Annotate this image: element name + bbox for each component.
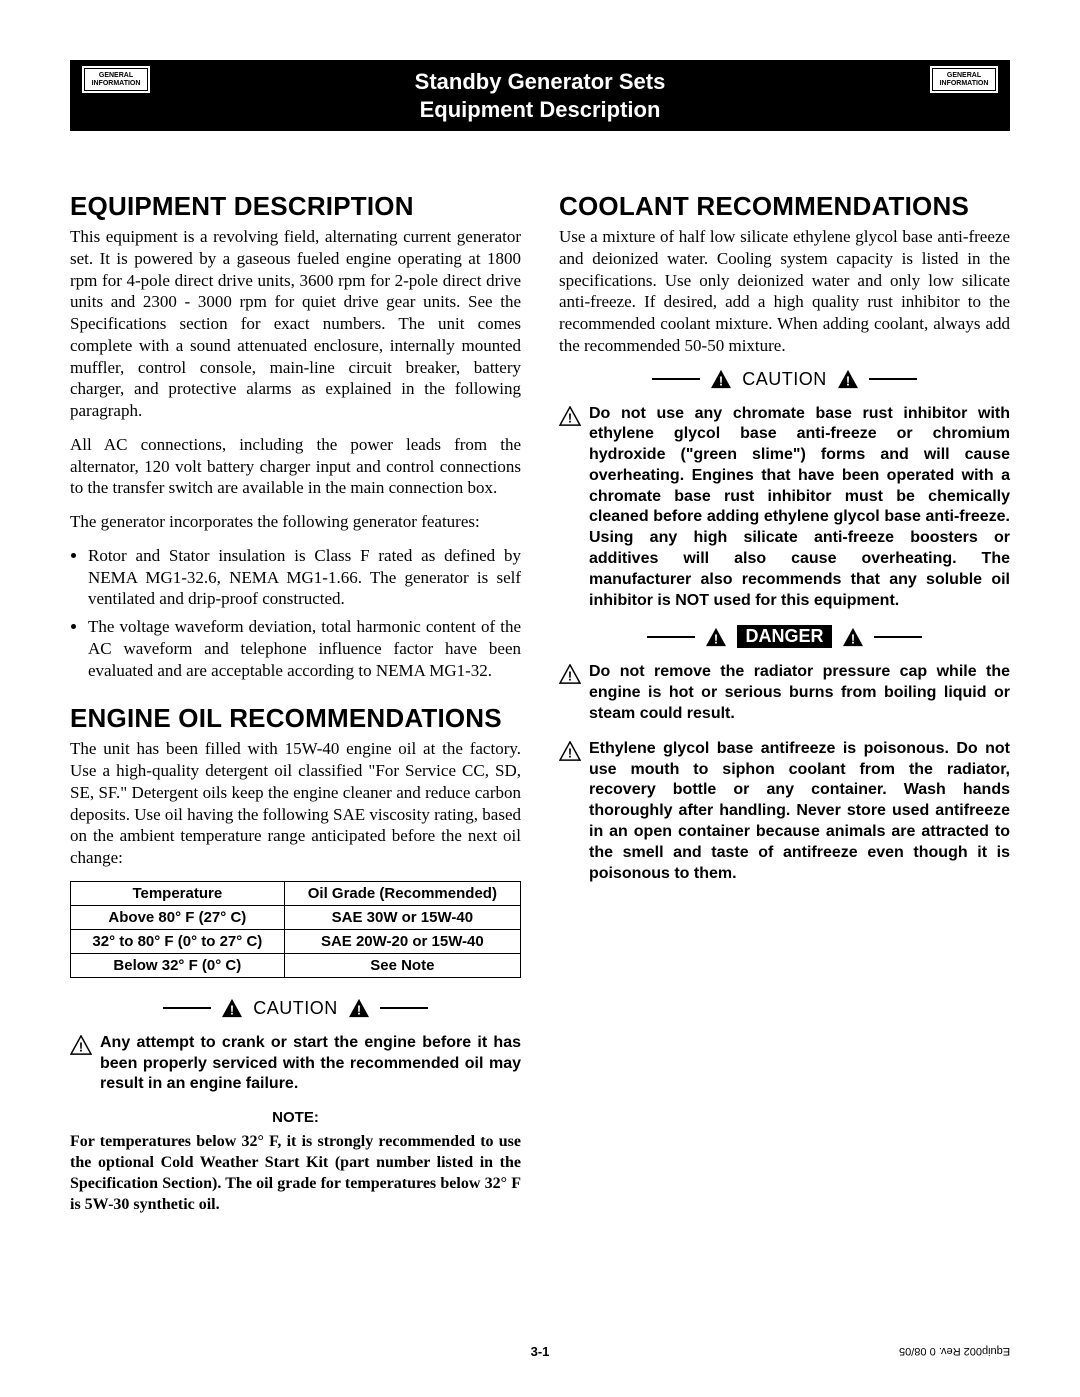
info-box-right: GENERAL INFORMATION — [928, 64, 1000, 95]
warning-triangle-icon — [710, 369, 732, 389]
oil-r2-c2: SAE 20W-20 or 15W-40 — [284, 929, 520, 953]
oil-th-grade: Oil Grade (Recommended) — [284, 881, 520, 905]
caution-banner-left: CAUTION — [70, 998, 521, 1019]
header-bar: GENERAL INFORMATION Standby Generator Se… — [70, 60, 1010, 131]
danger-block-2: Ethylene glycol base antifreeze is poiso… — [559, 739, 1010, 885]
info-box-line2: INFORMATION — [87, 80, 145, 88]
header-title-1: Standby Generator Sets — [415, 68, 666, 96]
equip-desc-p1: This equipment is a revolving field, alt… — [70, 226, 521, 422]
warning-triangle-outline-icon — [559, 741, 581, 761]
coolant-p1: Use a mixture of half low silicate ethyl… — [559, 226, 1010, 357]
oil-r3-c1: Below 32° F (0° C) — [71, 953, 285, 977]
page-number: 3-1 — [531, 1344, 550, 1359]
equip-desc-p2: All AC connections, including the power … — [70, 434, 521, 499]
info-box-line1: GENERAL — [935, 72, 993, 80]
oil-r1-c1: Above 80° F (27° C) — [71, 905, 285, 929]
caution-label: CAUTION — [742, 369, 827, 390]
oil-th-temp: Temperature — [71, 881, 285, 905]
footer: 3-1 Equip002 Rev. 0 08/05 — [70, 1345, 1010, 1357]
note-body: For temperatures below 32° F, it is stro… — [70, 1132, 521, 1215]
warning-triangle-icon — [837, 369, 859, 389]
info-box-left: GENERAL INFORMATION — [80, 64, 152, 95]
danger-text-2: Ethylene glycol base antifreeze is poiso… — [589, 739, 1010, 885]
banner-line — [380, 1007, 428, 1009]
banner-line — [163, 1007, 211, 1009]
banner-line — [652, 378, 700, 380]
equip-feature-list: Rotor and Stator insulation is Class F r… — [88, 545, 521, 682]
warning-triangle-icon — [842, 627, 864, 647]
caution-block-left: Any attempt to crank or start the engine… — [70, 1033, 521, 1095]
oil-table: Temperature Oil Grade (Recommended) Abov… — [70, 881, 521, 978]
warning-triangle-icon — [221, 998, 243, 1018]
note-heading: NOTE: — [70, 1109, 521, 1126]
danger-label: DANGER — [737, 625, 831, 648]
coolant-heading: COOLANT RECOMMENDATIONS — [559, 191, 1010, 222]
banner-line — [869, 378, 917, 380]
oil-r2-c1: 32° to 80° F (0° to 27° C) — [71, 929, 285, 953]
oil-r1-c2: SAE 30W or 15W-40 — [284, 905, 520, 929]
danger-banner: DANGER — [559, 625, 1010, 648]
header-titles: Standby Generator Sets Equipment Descrip… — [415, 68, 666, 123]
equip-desc-p3: The generator incorporates the following… — [70, 511, 521, 533]
revision-text: Equip002 Rev. 0 08/05 — [899, 1345, 1010, 1357]
banner-line — [874, 636, 922, 638]
engine-oil-heading: ENGINE OIL RECOMMENDATIONS — [70, 703, 521, 734]
warning-triangle-icon — [705, 627, 727, 647]
info-box-line1: GENERAL — [87, 72, 145, 80]
oil-r3-c2: See Note — [284, 953, 520, 977]
banner-line — [647, 636, 695, 638]
left-column: EQUIPMENT DESCRIPTION This equipment is … — [70, 191, 521, 1215]
info-box-line2: INFORMATION — [935, 80, 993, 88]
caution-label: CAUTION — [253, 998, 338, 1019]
caution-banner-right: CAUTION — [559, 369, 1010, 390]
caution-text-left: Any attempt to crank or start the engine… — [100, 1033, 521, 1095]
caution-text-right: Do not use any chromate base rust inhibi… — [589, 404, 1010, 612]
equip-feature-2: The voltage waveform deviation, total ha… — [88, 616, 521, 681]
equip-feature-1: Rotor and Stator insulation is Class F r… — [88, 545, 521, 610]
warning-triangle-outline-icon — [70, 1035, 92, 1055]
danger-text-1: Do not remove the radiator pressure cap … — [589, 662, 1010, 724]
warning-triangle-icon — [348, 998, 370, 1018]
right-column: COOLANT RECOMMENDATIONS Use a mixture of… — [559, 191, 1010, 1215]
danger-block-1: Do not remove the radiator pressure cap … — [559, 662, 1010, 724]
engine-oil-p1: The unit has been filled with 15W-40 eng… — [70, 738, 521, 869]
caution-block-right: Do not use any chromate base rust inhibi… — [559, 404, 1010, 612]
warning-triangle-outline-icon — [559, 406, 581, 426]
equipment-description-heading: EQUIPMENT DESCRIPTION — [70, 191, 521, 222]
warning-triangle-outline-icon — [559, 664, 581, 684]
header-title-2: Equipment Description — [415, 96, 666, 124]
